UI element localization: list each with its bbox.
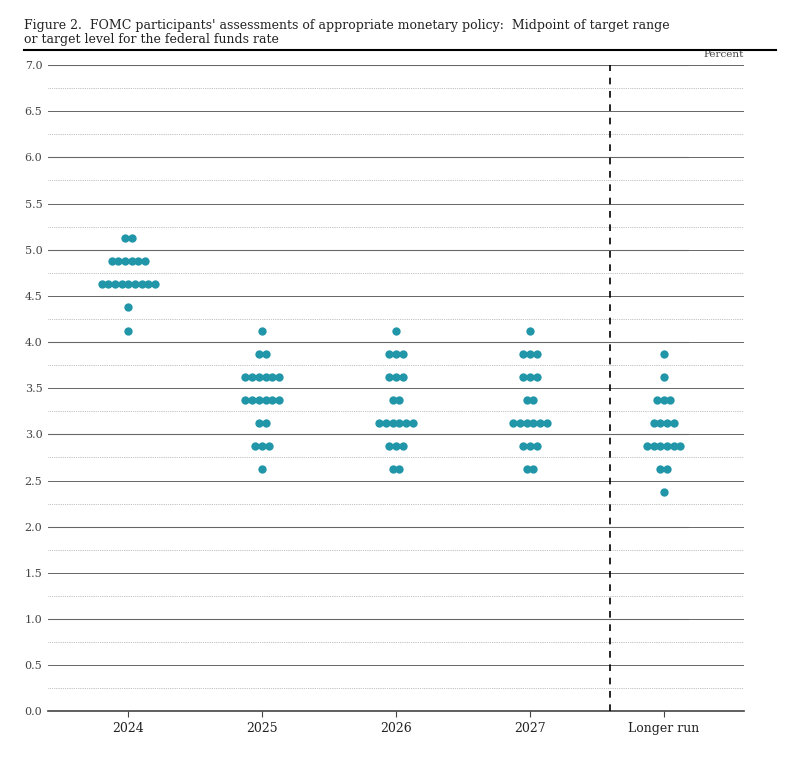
Text: or target level for the federal funds rate: or target level for the federal funds ra… — [24, 33, 279, 46]
Text: Figure 2.  FOMC participants' assessments of appropriate monetary policy:  Midpo: Figure 2. FOMC participants' assessments… — [24, 19, 670, 32]
Text: Percent: Percent — [704, 50, 744, 59]
